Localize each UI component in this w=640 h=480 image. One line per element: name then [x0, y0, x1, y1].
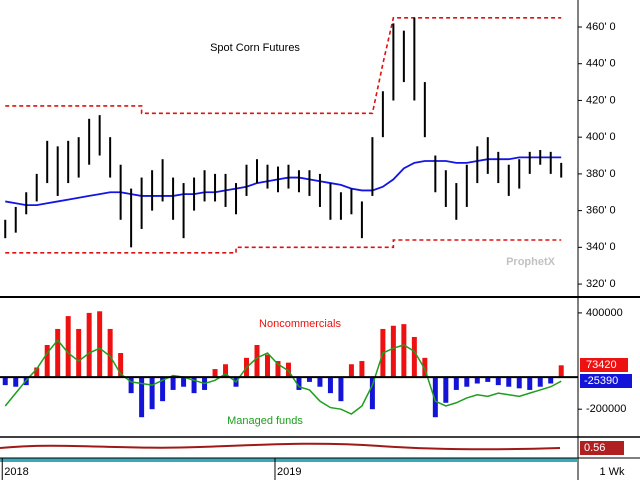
chart-title: Spot Corn Futures	[210, 42, 300, 54]
bar	[485, 377, 491, 382]
bar	[34, 367, 40, 378]
y-tick-label: 420' 0	[586, 94, 616, 106]
y-tick-label: 380' 0	[586, 168, 616, 180]
bar	[181, 377, 187, 387]
bar	[401, 324, 407, 378]
y-tick-label: 340' 0	[586, 241, 616, 253]
bar	[317, 377, 323, 387]
bar	[296, 377, 302, 390]
bar	[44, 344, 50, 378]
series-label: Managed funds	[227, 415, 303, 427]
bar	[537, 377, 543, 387]
bar	[128, 377, 134, 394]
indicator-line	[0, 442, 561, 451]
bar	[548, 377, 554, 384]
last-value: 73420	[586, 359, 617, 371]
y-tick-label: 400' 0	[586, 131, 616, 143]
bar	[149, 377, 155, 410]
indicator-label: 0.56	[584, 442, 605, 454]
bar	[160, 377, 166, 402]
bar	[139, 377, 145, 418]
watermark: ProphetX	[506, 256, 556, 268]
y-tick-label: 320' 0	[586, 278, 616, 290]
bar	[527, 377, 533, 390]
bar	[118, 353, 124, 378]
bar	[170, 377, 176, 390]
bar	[86, 312, 92, 378]
bar	[306, 377, 312, 382]
managed-funds-line	[4, 338, 562, 415]
upper-band	[5, 17, 562, 115]
y-tick-label: 440' 0	[586, 58, 616, 70]
bar	[275, 361, 281, 378]
y-tick-label: 360' 0	[586, 205, 616, 217]
bar	[212, 369, 218, 378]
bar	[369, 377, 375, 410]
bar	[464, 377, 470, 387]
y-tick-label: -200000	[586, 403, 626, 415]
bar	[327, 377, 333, 394]
last-value: -25390	[584, 375, 618, 387]
bar	[359, 361, 365, 378]
bar	[558, 365, 564, 378]
indicator-box	[580, 441, 624, 455]
bar	[390, 325, 396, 378]
bar	[516, 377, 522, 389]
bar	[474, 377, 480, 384]
bar	[13, 377, 19, 387]
bar	[443, 377, 449, 403]
bar	[506, 377, 512, 387]
bar	[348, 364, 354, 378]
bar	[422, 357, 428, 378]
bar	[223, 364, 229, 378]
bar	[254, 344, 260, 378]
timeframe: 1 Wk	[599, 466, 625, 478]
bar	[495, 377, 501, 386]
bar	[264, 354, 270, 378]
bar	[2, 377, 8, 386]
bar	[191, 377, 197, 394]
bar	[432, 377, 438, 418]
bar	[453, 377, 459, 390]
bar	[107, 328, 113, 378]
last-value-box	[580, 374, 632, 388]
time-strip	[0, 458, 578, 462]
bar	[55, 328, 61, 378]
bar	[65, 316, 71, 378]
lower-band	[5, 239, 562, 254]
bar	[338, 377, 344, 402]
y-tick-label: 460' 0	[586, 21, 616, 33]
y-tick-label: 400000	[586, 307, 623, 319]
x-tick-label: 2019	[277, 466, 301, 478]
bar	[76, 328, 82, 378]
bar	[411, 336, 417, 378]
series-label: Noncommercials	[259, 318, 341, 330]
bar	[97, 311, 103, 378]
moving-average	[5, 156, 562, 207]
last-value-box	[580, 358, 628, 372]
x-tick-label: 2018	[4, 466, 28, 478]
